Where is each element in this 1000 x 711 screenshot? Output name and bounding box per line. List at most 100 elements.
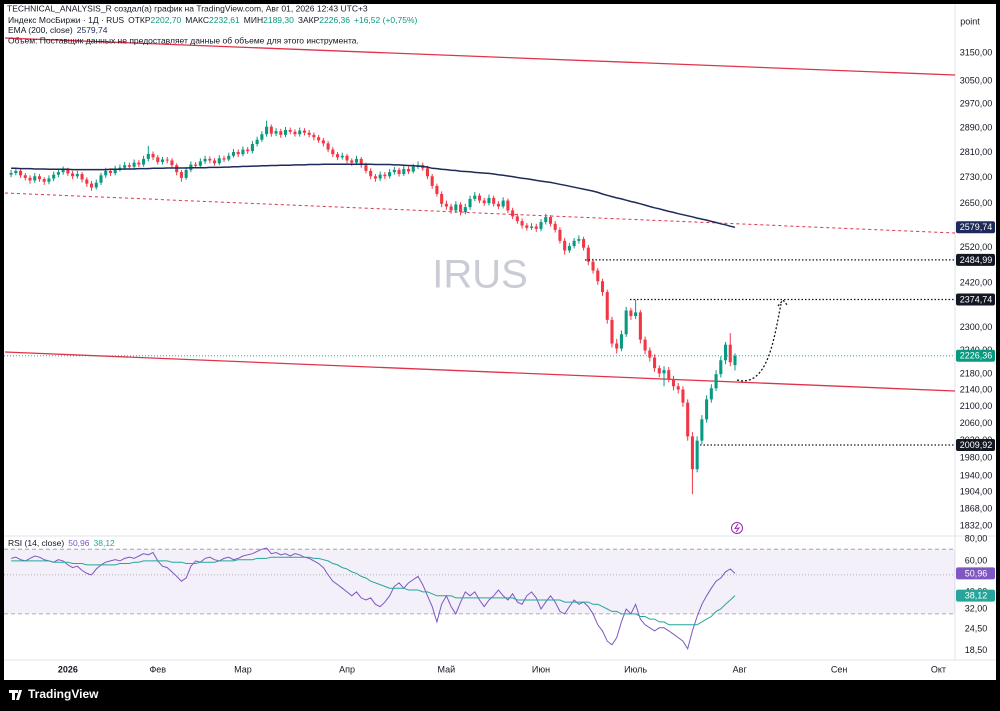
- candle-body: [553, 223, 557, 230]
- candle-body: [104, 170, 108, 176]
- candle-body: [468, 198, 472, 208]
- ema-value: 2579,74: [77, 25, 108, 35]
- ohlc-label: ОТКР: [128, 15, 151, 25]
- y-tick-label: 32,00: [965, 603, 988, 613]
- y-tick-label: 3150,00: [960, 47, 993, 57]
- candle-body: [56, 172, 60, 175]
- candle-body: [624, 310, 628, 335]
- candle-body: [548, 217, 553, 224]
- candle-body: [492, 197, 496, 204]
- x-tick-label: Фев: [149, 664, 166, 674]
- candle-body: [288, 129, 292, 132]
- candle-body: [279, 131, 283, 135]
- candle-body: [667, 370, 671, 379]
- x-tick-label: Июль: [624, 664, 647, 674]
- candle-body: [563, 240, 567, 251]
- candle-body: [350, 160, 354, 163]
- candle-body: [246, 149, 250, 152]
- rsi-value-box: [956, 567, 995, 580]
- rsi-legend: RSI (14, close) 50,96 38,12: [8, 538, 115, 548]
- x-tick-label: Сен: [831, 664, 848, 674]
- candle-body: [671, 378, 676, 387]
- level-price-box: [956, 293, 995, 306]
- y-tick-label: 18,50: [965, 645, 988, 655]
- level-price-box-text: 2009,92: [960, 440, 993, 450]
- watermark: IRUS: [432, 253, 528, 297]
- candle-body: [208, 158, 212, 161]
- candle-body: [605, 292, 609, 320]
- candle-body: [255, 139, 259, 145]
- last-price-box-text: 2226,36: [960, 351, 993, 361]
- candle-body: [530, 226, 534, 228]
- candle-body: [359, 158, 363, 166]
- y-tick-label: 60,00: [965, 555, 988, 565]
- y-tick-label: 2300,00: [960, 322, 993, 332]
- candle-body: [477, 195, 482, 201]
- y-tick-label: 1868,00: [960, 503, 993, 513]
- brand: TradingView: [28, 687, 99, 701]
- candle-body: [142, 158, 146, 165]
- candle-body: [600, 281, 605, 293]
- event-icon-bolt: [733, 523, 741, 533]
- ema-line: [11, 163, 736, 229]
- candle-body: [71, 173, 75, 177]
- y-tick-label: 1904,00: [960, 487, 993, 497]
- candle-body: [23, 175, 27, 178]
- candle-body: [402, 168, 406, 175]
- candle-body: [222, 158, 226, 160]
- candle-body: [369, 170, 373, 177]
- candle-body: [525, 225, 529, 228]
- candle-body: [482, 200, 486, 204]
- candle-body: [113, 168, 117, 174]
- candle-body: [733, 355, 737, 366]
- candle-body: [388, 172, 392, 177]
- y-tick-label: 2650,00: [960, 198, 993, 208]
- ema-price-box-text: 2579,74: [960, 222, 993, 232]
- y-tick-label: 24,50: [965, 624, 988, 634]
- candle-body: [577, 239, 581, 241]
- candle-body: [515, 216, 519, 222]
- y-tick-label: 2420,00: [960, 277, 993, 287]
- candle-body: [132, 162, 136, 167]
- y-tick-label: 2180,00: [960, 369, 993, 379]
- candle-body: [99, 175, 103, 183]
- candle-body: [345, 155, 349, 161]
- candle-body: [52, 174, 56, 179]
- candle-body: [9, 173, 13, 175]
- candle-body: [638, 312, 642, 340]
- level-price-box: [956, 439, 995, 452]
- level-price-box-text: 2484,99: [960, 255, 993, 265]
- rsi-line: [10, 547, 736, 651]
- y-tick-label: 2890,00: [960, 123, 993, 133]
- candle-body: [94, 182, 98, 188]
- candle-body: [75, 174, 79, 177]
- rsi-value-box-text: 50,96: [965, 568, 988, 578]
- candle-body: [615, 343, 619, 349]
- candle-body: [496, 203, 500, 207]
- candle-body: [47, 178, 51, 182]
- candle-body: [662, 370, 666, 374]
- candle-body: [160, 159, 165, 163]
- candle-body: [709, 388, 713, 400]
- candle-body: [373, 176, 377, 179]
- candle-body: [123, 165, 127, 168]
- candle-body: [85, 179, 89, 184]
- candle-body: [265, 126, 269, 135]
- candle-body: [690, 436, 694, 470]
- ohlc-label: ЗАКР: [298, 15, 320, 25]
- candle-body: [695, 440, 699, 470]
- event-icon[interactable]: [731, 522, 743, 534]
- ema-price-box: [956, 221, 995, 234]
- candle-body: [194, 164, 198, 166]
- rsi-ma-value: 38,12: [94, 538, 116, 548]
- ema-legend: EMA (200, close) 2579,74: [8, 25, 108, 35]
- candle-body: [250, 144, 254, 152]
- x-tick-label: Июн: [532, 664, 550, 674]
- candle-body: [165, 159, 169, 161]
- x-tick-label: Май: [438, 664, 456, 674]
- candle-body: [454, 204, 458, 211]
- candle-body: [657, 368, 661, 374]
- forecast-path: [736, 303, 782, 382]
